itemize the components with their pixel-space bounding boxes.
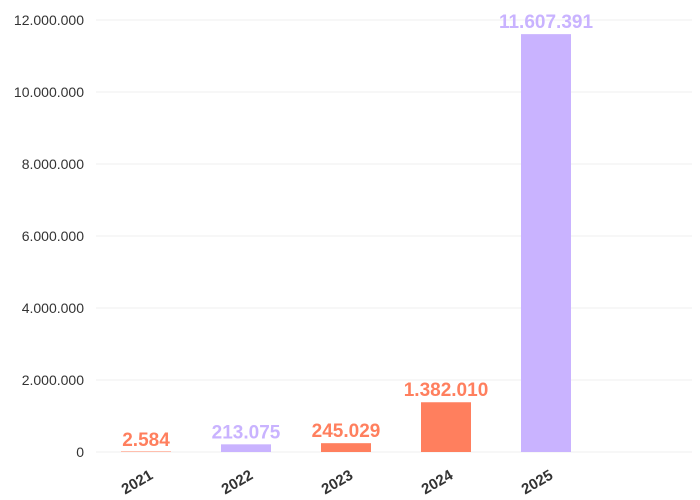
bar-value-label: 213.075 [212, 422, 281, 443]
y-tick-label: 12.000.000 [14, 12, 84, 28]
y-tick-label: 10.000.000 [14, 84, 84, 100]
data-labels: 2.584 213.075 245.029 1.382.010 11.607.391 [122, 12, 593, 451]
bar[interactable] [321, 443, 371, 452]
x-axis-ticks: 2021 2022 2023 2024 2025 [119, 466, 556, 498]
y-axis-ticks: 0 2.000.000 4.000.000 6.000.000 8.000.000 10.… [14, 12, 84, 460]
bar-value-label: 2.584 [122, 430, 170, 451]
x-tick-label: 2021 [119, 467, 156, 498]
bar-value-label: 11.607.391 [499, 12, 593, 33]
x-tick-label: 2022 [219, 467, 256, 498]
y-tick-label: 6.000.000 [22, 228, 84, 244]
x-tick-label: 2023 [319, 467, 356, 498]
bar-value-label: 1.382.010 [404, 380, 489, 401]
y-tick-label: 0 [76, 444, 84, 460]
bar[interactable] [221, 444, 271, 452]
bars [121, 34, 571, 453]
bar[interactable] [421, 402, 471, 452]
x-tick-label: 2024 [419, 466, 457, 498]
bar[interactable] [121, 451, 171, 453]
y-tick-label: 2.000.000 [22, 372, 84, 388]
y-tick-label: 4.000.000 [22, 300, 84, 316]
y-tick-label: 8.000.000 [22, 156, 84, 172]
bar[interactable] [521, 34, 571, 453]
bar-value-label: 245.029 [312, 421, 381, 442]
x-tick-label: 2025 [519, 467, 556, 498]
grid-layer [96, 19, 692, 453]
